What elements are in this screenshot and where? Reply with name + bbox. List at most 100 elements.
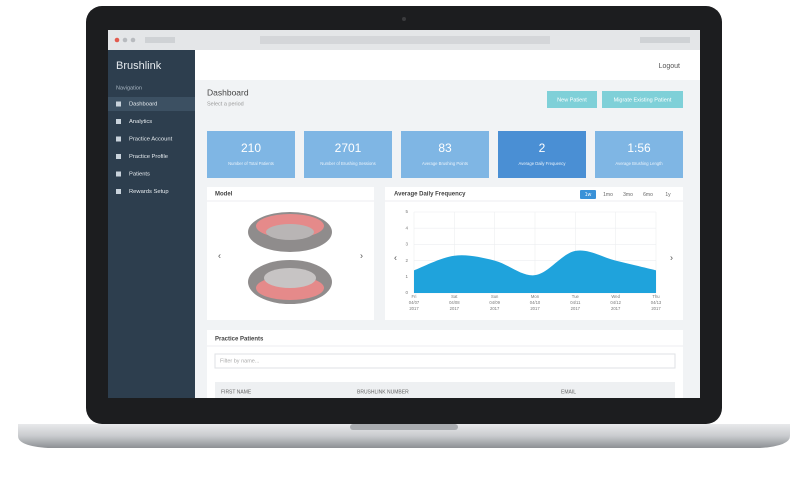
nav-item[interactable]: Practice Account bbox=[129, 137, 173, 143]
nav: Dashboard Analytics Practice Account Practi… bbox=[108, 97, 195, 195]
stat-card bbox=[595, 131, 683, 178]
nav-active bbox=[108, 97, 195, 111]
area bbox=[414, 250, 656, 293]
range-button[interactable]: 1w bbox=[585, 192, 592, 198]
x-tick-label: Thu bbox=[652, 294, 660, 299]
tab bbox=[145, 37, 175, 43]
browser-controls bbox=[640, 37, 690, 43]
page-subtitle: Select a period bbox=[207, 101, 244, 107]
prev-arrow[interactable]: ‹ bbox=[394, 252, 397, 262]
filter-input[interactable] bbox=[214, 353, 676, 369]
panel-title: Average Daily Frequency bbox=[394, 192, 466, 198]
window-dot bbox=[122, 37, 128, 43]
stat-value: 1:56 bbox=[627, 141, 651, 155]
stat-value: 2701 bbox=[335, 141, 362, 155]
nav-icon bbox=[116, 171, 121, 177]
stat-card bbox=[207, 131, 295, 178]
range-button[interactable]: 3mo bbox=[623, 192, 633, 198]
teeth-model bbox=[248, 212, 332, 304]
logout[interactable]: Logout bbox=[659, 63, 680, 70]
x-tick-label: 2017 bbox=[651, 306, 661, 311]
button[interactable] bbox=[547, 91, 597, 108]
x-tick-label: Sun bbox=[491, 294, 499, 299]
x-tick-label: 2017 bbox=[571, 306, 581, 311]
stat-label: Number of Total Patients bbox=[228, 161, 274, 166]
x-tick-label: 04/08 bbox=[449, 300, 460, 305]
x-tick-label: Wed bbox=[611, 294, 620, 299]
x-tick-label: 04/07 bbox=[409, 300, 420, 305]
filter-placeholder[interactable]: Filter by name... bbox=[220, 358, 260, 364]
camera bbox=[402, 17, 406, 21]
x-tick-label: 04/12 bbox=[610, 300, 621, 305]
x-tick-label: 2017 bbox=[450, 306, 460, 311]
nav-item[interactable]: Patients bbox=[129, 172, 150, 178]
top-bar bbox=[195, 50, 700, 80]
x-tick-label: Fri bbox=[412, 294, 417, 299]
nav-icon bbox=[116, 119, 121, 124]
y-tick-label: 3 bbox=[405, 242, 408, 247]
stat-value: 210 bbox=[241, 141, 261, 155]
window-dot bbox=[114, 37, 120, 43]
next-arrow[interactable]: › bbox=[360, 250, 363, 260]
x-tick-label: 04/09 bbox=[489, 300, 500, 305]
x-tick-label: Mon bbox=[531, 294, 540, 299]
range-button[interactable]: 1mo bbox=[603, 192, 613, 198]
stat-label: Number of Brushing Sessions bbox=[320, 161, 375, 166]
button-label[interactable]: New Patient bbox=[557, 97, 587, 103]
nav-item[interactable]: Dashboard bbox=[129, 102, 157, 108]
frequency-chart: 1w 1mo 3mo 6mo 1y012345Fri04/072017Sat04/082… bbox=[405, 190, 671, 311]
y-tick-label: 4 bbox=[405, 225, 408, 230]
stats: 210 Number of Total Patients 2701 Number of… bbox=[207, 131, 683, 178]
stat-card bbox=[498, 131, 586, 178]
column-header: BRUSHLINK NUMBER bbox=[357, 389, 409, 395]
range-button[interactable]: 1y bbox=[665, 192, 671, 198]
nav-icon bbox=[116, 154, 121, 159]
x-tick-label: Tue bbox=[572, 294, 580, 299]
nav-icon bbox=[116, 136, 121, 142]
page-title: Dashboard bbox=[207, 87, 249, 97]
button[interactable] bbox=[602, 91, 683, 108]
nav-section: Navigation bbox=[116, 85, 142, 91]
stat-card bbox=[401, 131, 489, 178]
range-active bbox=[580, 190, 596, 199]
chart-panel bbox=[385, 187, 683, 320]
x-tick-label: 2017 bbox=[611, 306, 621, 311]
panel-title: Model bbox=[215, 192, 233, 198]
notch bbox=[350, 424, 458, 430]
window-dot bbox=[130, 37, 136, 43]
y-tick-label: 0 bbox=[405, 290, 408, 295]
address-bar bbox=[260, 36, 550, 44]
x-tick-label: 04/13 bbox=[651, 300, 662, 305]
prev-arrow[interactable]: ‹ bbox=[218, 250, 221, 260]
stat-label: Average Daily Frequency bbox=[519, 161, 567, 166]
y-tick-label: 2 bbox=[405, 258, 408, 263]
stat-label: Average Brushing Points bbox=[422, 161, 468, 166]
table-columns: FIRST NAME BRUSHLINK NUMBER EMAIL bbox=[221, 389, 576, 395]
y-tick-label: 1 bbox=[405, 274, 408, 279]
stat-label: Average Brushing Length bbox=[615, 161, 663, 166]
panel-title: Practice Patients bbox=[215, 337, 264, 343]
nav-icon bbox=[116, 101, 121, 107]
y-tick-label: 5 bbox=[405, 209, 408, 214]
nav-item[interactable]: Analytics bbox=[129, 119, 152, 125]
nav-item[interactable]: Rewards Setup bbox=[129, 189, 169, 195]
table-header bbox=[215, 382, 675, 398]
x-tick-label: 2017 bbox=[530, 306, 540, 311]
column-header: EMAIL bbox=[561, 389, 576, 395]
x-tick-label: 2017 bbox=[409, 306, 419, 311]
nav-item[interactable]: Practice Profile bbox=[129, 154, 168, 160]
stat-value: 83 bbox=[438, 141, 452, 155]
stat-card bbox=[304, 131, 392, 178]
next-arrow[interactable]: › bbox=[670, 252, 673, 262]
column-header: FIRST NAME bbox=[221, 389, 252, 395]
nav-icon bbox=[116, 189, 121, 194]
stat-value: 2 bbox=[539, 141, 546, 155]
brand: Brushlink bbox=[116, 60, 162, 72]
button-label[interactable]: Migrate Existing Patient bbox=[614, 97, 672, 103]
x-tick-label: 04/10 bbox=[530, 300, 541, 305]
x-tick-label: 04/11 bbox=[570, 300, 581, 305]
x-tick-label: Sat bbox=[451, 294, 458, 299]
range-button[interactable]: 6mo bbox=[643, 192, 653, 198]
